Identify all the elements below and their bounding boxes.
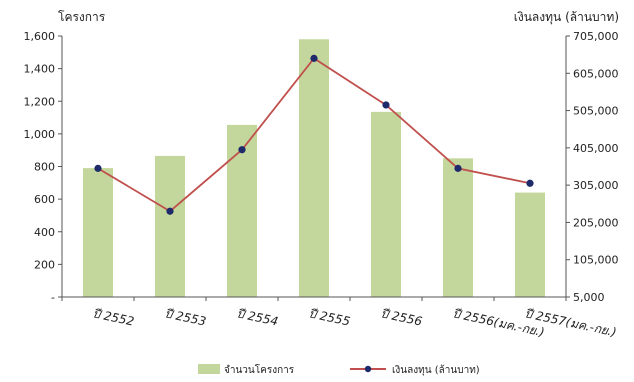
left-axis-title: โครงการ [58,10,106,24]
axes: - 200 400 600 800 1,000 1,200 1,400 1,600 5,000 10… [24,30,619,304]
bar [299,39,329,297]
x-tick-label: ปี 2553 [163,306,207,328]
right-tick-label: 205,000 [573,216,619,229]
right-tick-label: 605,000 [573,67,619,80]
bar [83,168,113,297]
right-tick-label: 305,000 [573,179,619,192]
x-tick-label: ปี 2552 [91,306,135,328]
left-tick-label: 800 [34,161,55,174]
left-tick-label: - [51,291,55,304]
right-tick-label: 405,000 [573,142,619,155]
left-tick-label: 1,600 [24,30,56,43]
x-tick-label: ปี 2554 [235,306,279,328]
left-tick-label: 200 [34,258,55,271]
legend-line-marker [364,365,372,373]
right-tick-label: 105,000 [573,254,619,267]
bar [443,158,473,297]
legend-bar-swatch [198,364,220,374]
line-series [94,54,534,215]
investment-point [166,207,174,215]
left-tick-label: 600 [34,193,55,206]
left-tick-label: 1,200 [24,95,56,108]
bar [515,192,545,297]
bar [155,155,185,297]
left-tick-label: 1,000 [24,128,56,141]
bar [227,124,257,297]
x-tick-label: ปี 2555 [307,306,351,328]
investment-point [526,179,534,187]
investment-point [310,54,318,62]
investment-point [94,164,102,172]
legend: จำนวนโครงการ เงินลงทุน (ล้านบาท) [198,363,480,376]
right-tick-label: 505,000 [573,105,619,118]
bar-series [83,39,545,298]
x-tick-labels: ปี 2552 ปี 2553 ปี 2554 ปี 2555 ปี 2556 ปี 25… [91,306,617,339]
legend-line-label: เงินลงทุน (ล้านบาท) [392,364,480,376]
x-tick-label: ปี 2556 [379,306,423,328]
left-tick-label: 1,400 [24,63,56,76]
right-tick-label: 5,000 [573,291,605,304]
right-axis-title: เงินลงทุน (ล้านบาท) [514,10,619,25]
legend-bar-label: จำนวนโครงการ [224,363,295,376]
left-tick-label: 400 [34,226,55,239]
investment-point [382,101,390,109]
bar [371,111,401,298]
right-tick-label: 705,000 [573,30,619,43]
investment-point [238,146,246,154]
investment-point [454,164,462,172]
